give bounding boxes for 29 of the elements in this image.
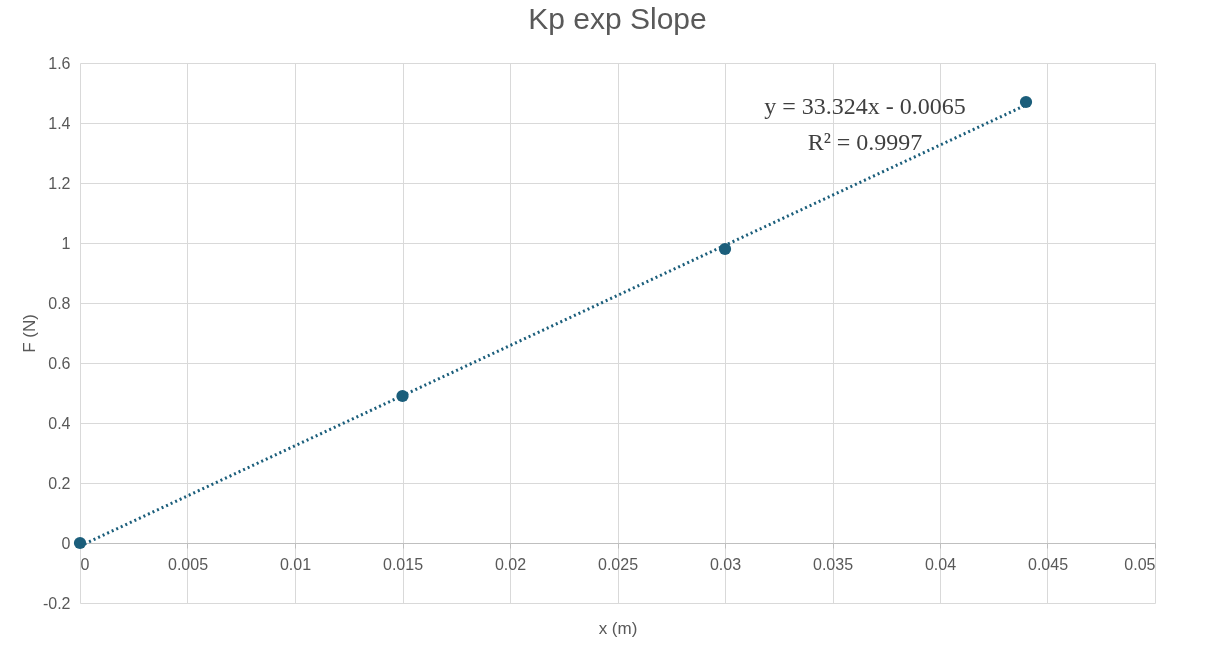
- x-tick-label: 0.025: [597, 555, 639, 573]
- chart-title: Kp exp Slope: [528, 2, 707, 35]
- y-tick-label: 1.6: [48, 54, 71, 72]
- y-tick-label: 1.4: [48, 114, 71, 132]
- point: [73, 536, 87, 550]
- y-tick-label: 0.8: [48, 294, 71, 312]
- y-tick-label: 0.4: [48, 414, 71, 432]
- point: [1019, 95, 1033, 109]
- x-tick-label: 0.015: [382, 555, 424, 573]
- y-tick-label: -0.2: [42, 594, 71, 612]
- x-tick-label: 0.045: [1027, 555, 1069, 573]
- x-tick-label: 0.005: [167, 555, 209, 573]
- x-axis-title: x (m): [598, 618, 638, 638]
- y-tick-label: 1.2: [48, 174, 71, 192]
- x-tick-label: 0: [80, 555, 90, 573]
- x-tick-label: 0.03: [709, 555, 742, 573]
- y-tick-label: 0: [61, 534, 71, 552]
- x-tick-label: 0.04: [924, 555, 957, 573]
- annotation: R² = 0.9997: [807, 129, 923, 155]
- y-axis-title: F (N): [19, 314, 39, 353]
- y-tick-label: 0.2: [48, 474, 71, 492]
- y-tick-label: 1: [61, 234, 71, 252]
- point: [718, 242, 732, 256]
- x-tick-label: 0.035: [812, 555, 854, 573]
- y-tick-label: 0.6: [48, 354, 71, 372]
- x-tick-label: 0.05: [1124, 555, 1156, 573]
- x-tick-label: 0.01: [279, 555, 312, 573]
- annotation: y = 33.324x - 0.0065: [764, 93, 966, 119]
- x-tick-label: 0.02: [494, 555, 527, 573]
